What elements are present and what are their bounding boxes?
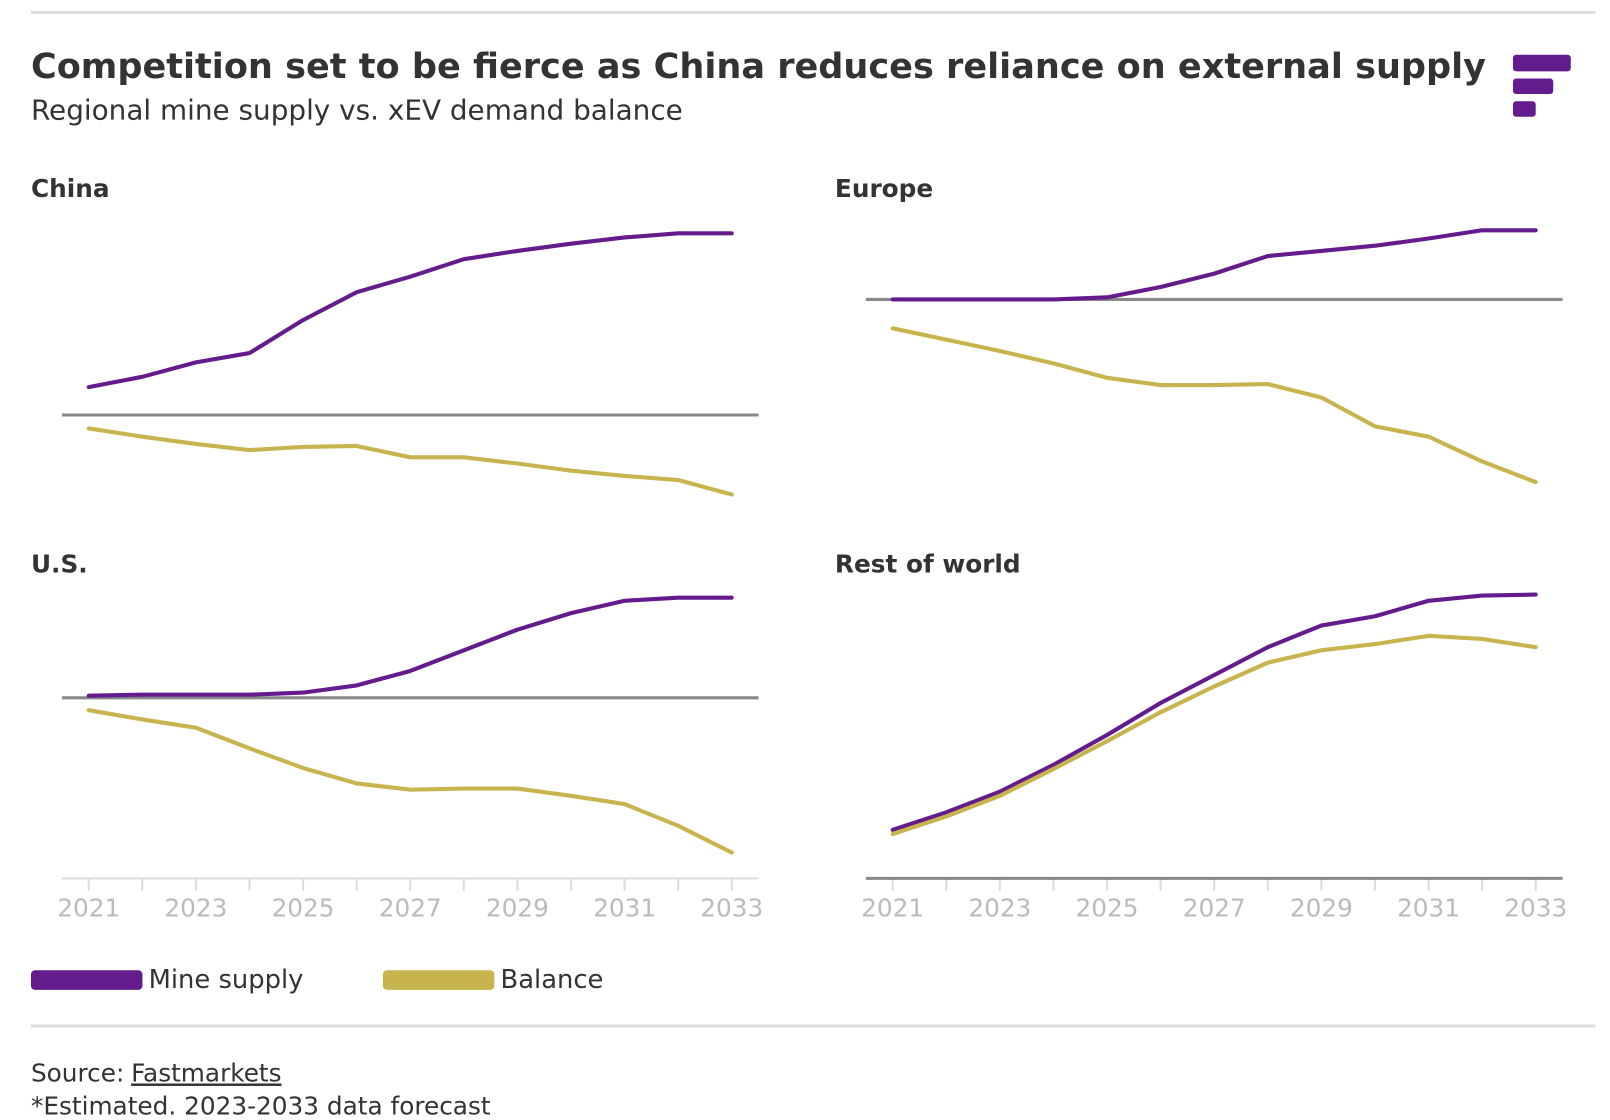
panel-title: China: [31, 174, 110, 203]
x-tick-label: 2029: [486, 893, 549, 922]
x-tick-label: 2025: [1076, 893, 1139, 922]
x-tick-label: 2023: [968, 893, 1031, 922]
series-line: [890, 228, 1538, 302]
x-tick-label: 2023: [164, 893, 227, 922]
logo: [1512, 54, 1571, 117]
x-tick-label: 2027: [379, 893, 442, 922]
legend-swatch: [382, 970, 495, 990]
source-link[interactable]: Fastmarkets: [131, 1058, 281, 1087]
legend-swatch: [30, 970, 143, 990]
series-line: [890, 592, 1538, 832]
source-label: Source:: [31, 1058, 124, 1087]
chart-title: Competition set to be fierce as China re…: [31, 46, 1486, 87]
series-line: [86, 708, 734, 855]
x-tick-label: 2025: [272, 893, 335, 922]
x-tick-label: 2033: [700, 893, 763, 922]
x-tick-label: 2021: [57, 893, 120, 922]
legend-label: Balance: [501, 965, 604, 995]
series-line: [890, 326, 1538, 485]
x-tick-label: 2021: [861, 893, 924, 922]
x-tick-label: 2031: [593, 893, 656, 922]
x-tick-label: 2033: [1504, 893, 1567, 922]
series-line: [890, 633, 1538, 837]
series-line: [86, 595, 734, 698]
x-tick-label: 2027: [1183, 893, 1246, 922]
x-tick-label: 2029: [1290, 893, 1353, 922]
x-tick-label: 2031: [1397, 893, 1460, 922]
panel-title: Europe: [835, 174, 933, 203]
legend-label: Mine supply: [149, 965, 304, 995]
chart-subtitle: Regional mine supply vs. xEV demand bala…: [31, 94, 683, 127]
series-line: [86, 426, 734, 497]
panel-title: Rest of world: [835, 550, 1021, 579]
panel-title: U.S.: [31, 550, 88, 579]
note: *Estimated. 2023-2033 data forecast: [31, 1092, 491, 1120]
series-line: [86, 231, 734, 390]
